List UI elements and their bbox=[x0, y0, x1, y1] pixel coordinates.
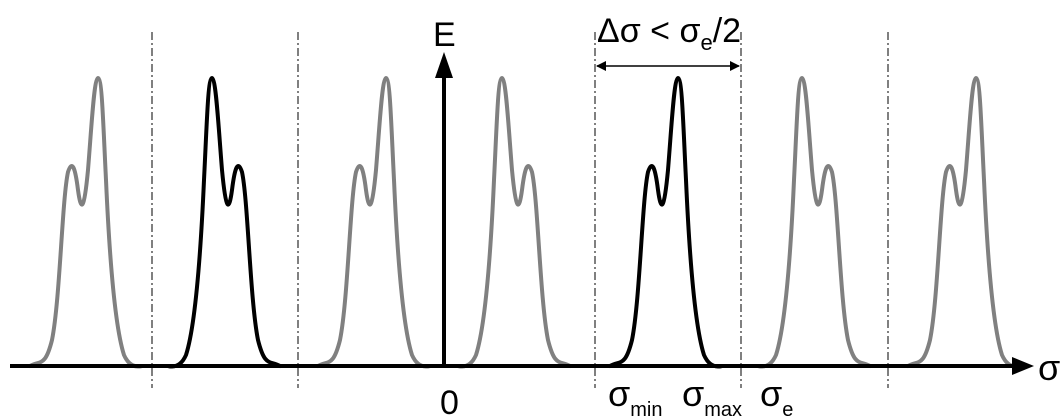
sigma-max-sub: max bbox=[704, 399, 742, 420]
sigma-axis-arrow-icon bbox=[1012, 357, 1034, 375]
replica-peaks bbox=[28, 76, 1022, 369]
sigma-min-sub: min bbox=[630, 399, 662, 420]
sigma-e-sub: e bbox=[782, 399, 793, 420]
sigma-min-label: σmin bbox=[608, 373, 662, 420]
replica-peak bbox=[28, 76, 144, 369]
sigma-min-main: σ bbox=[608, 373, 630, 414]
replica-peak bbox=[316, 76, 432, 369]
interval-label: Δσ < σe/2 bbox=[597, 12, 741, 55]
replica-peak bbox=[756, 76, 872, 369]
sigma-axis-label: σ bbox=[1038, 347, 1060, 388]
primary-peak bbox=[608, 76, 724, 369]
replica-peak bbox=[456, 76, 572, 369]
sigma-e-label: σe bbox=[760, 373, 793, 420]
interval-tail: /2 bbox=[713, 12, 741, 50]
interval-delta: Δσ < σ bbox=[597, 12, 700, 50]
interval-sub: e bbox=[700, 30, 712, 55]
e-axis-arrow-icon bbox=[435, 52, 453, 78]
e-axis-label: E bbox=[433, 16, 456, 54]
replica-peak bbox=[906, 76, 1022, 369]
sigma-max-label: σmax bbox=[682, 373, 742, 420]
sigma-e-main: σ bbox=[760, 373, 782, 414]
sigma-max-main: σ bbox=[682, 373, 704, 414]
primary-peaks bbox=[166, 76, 724, 369]
primary-peak bbox=[166, 76, 282, 369]
origin-label: 0 bbox=[440, 384, 459, 420]
separator-lines bbox=[151, 32, 889, 388]
